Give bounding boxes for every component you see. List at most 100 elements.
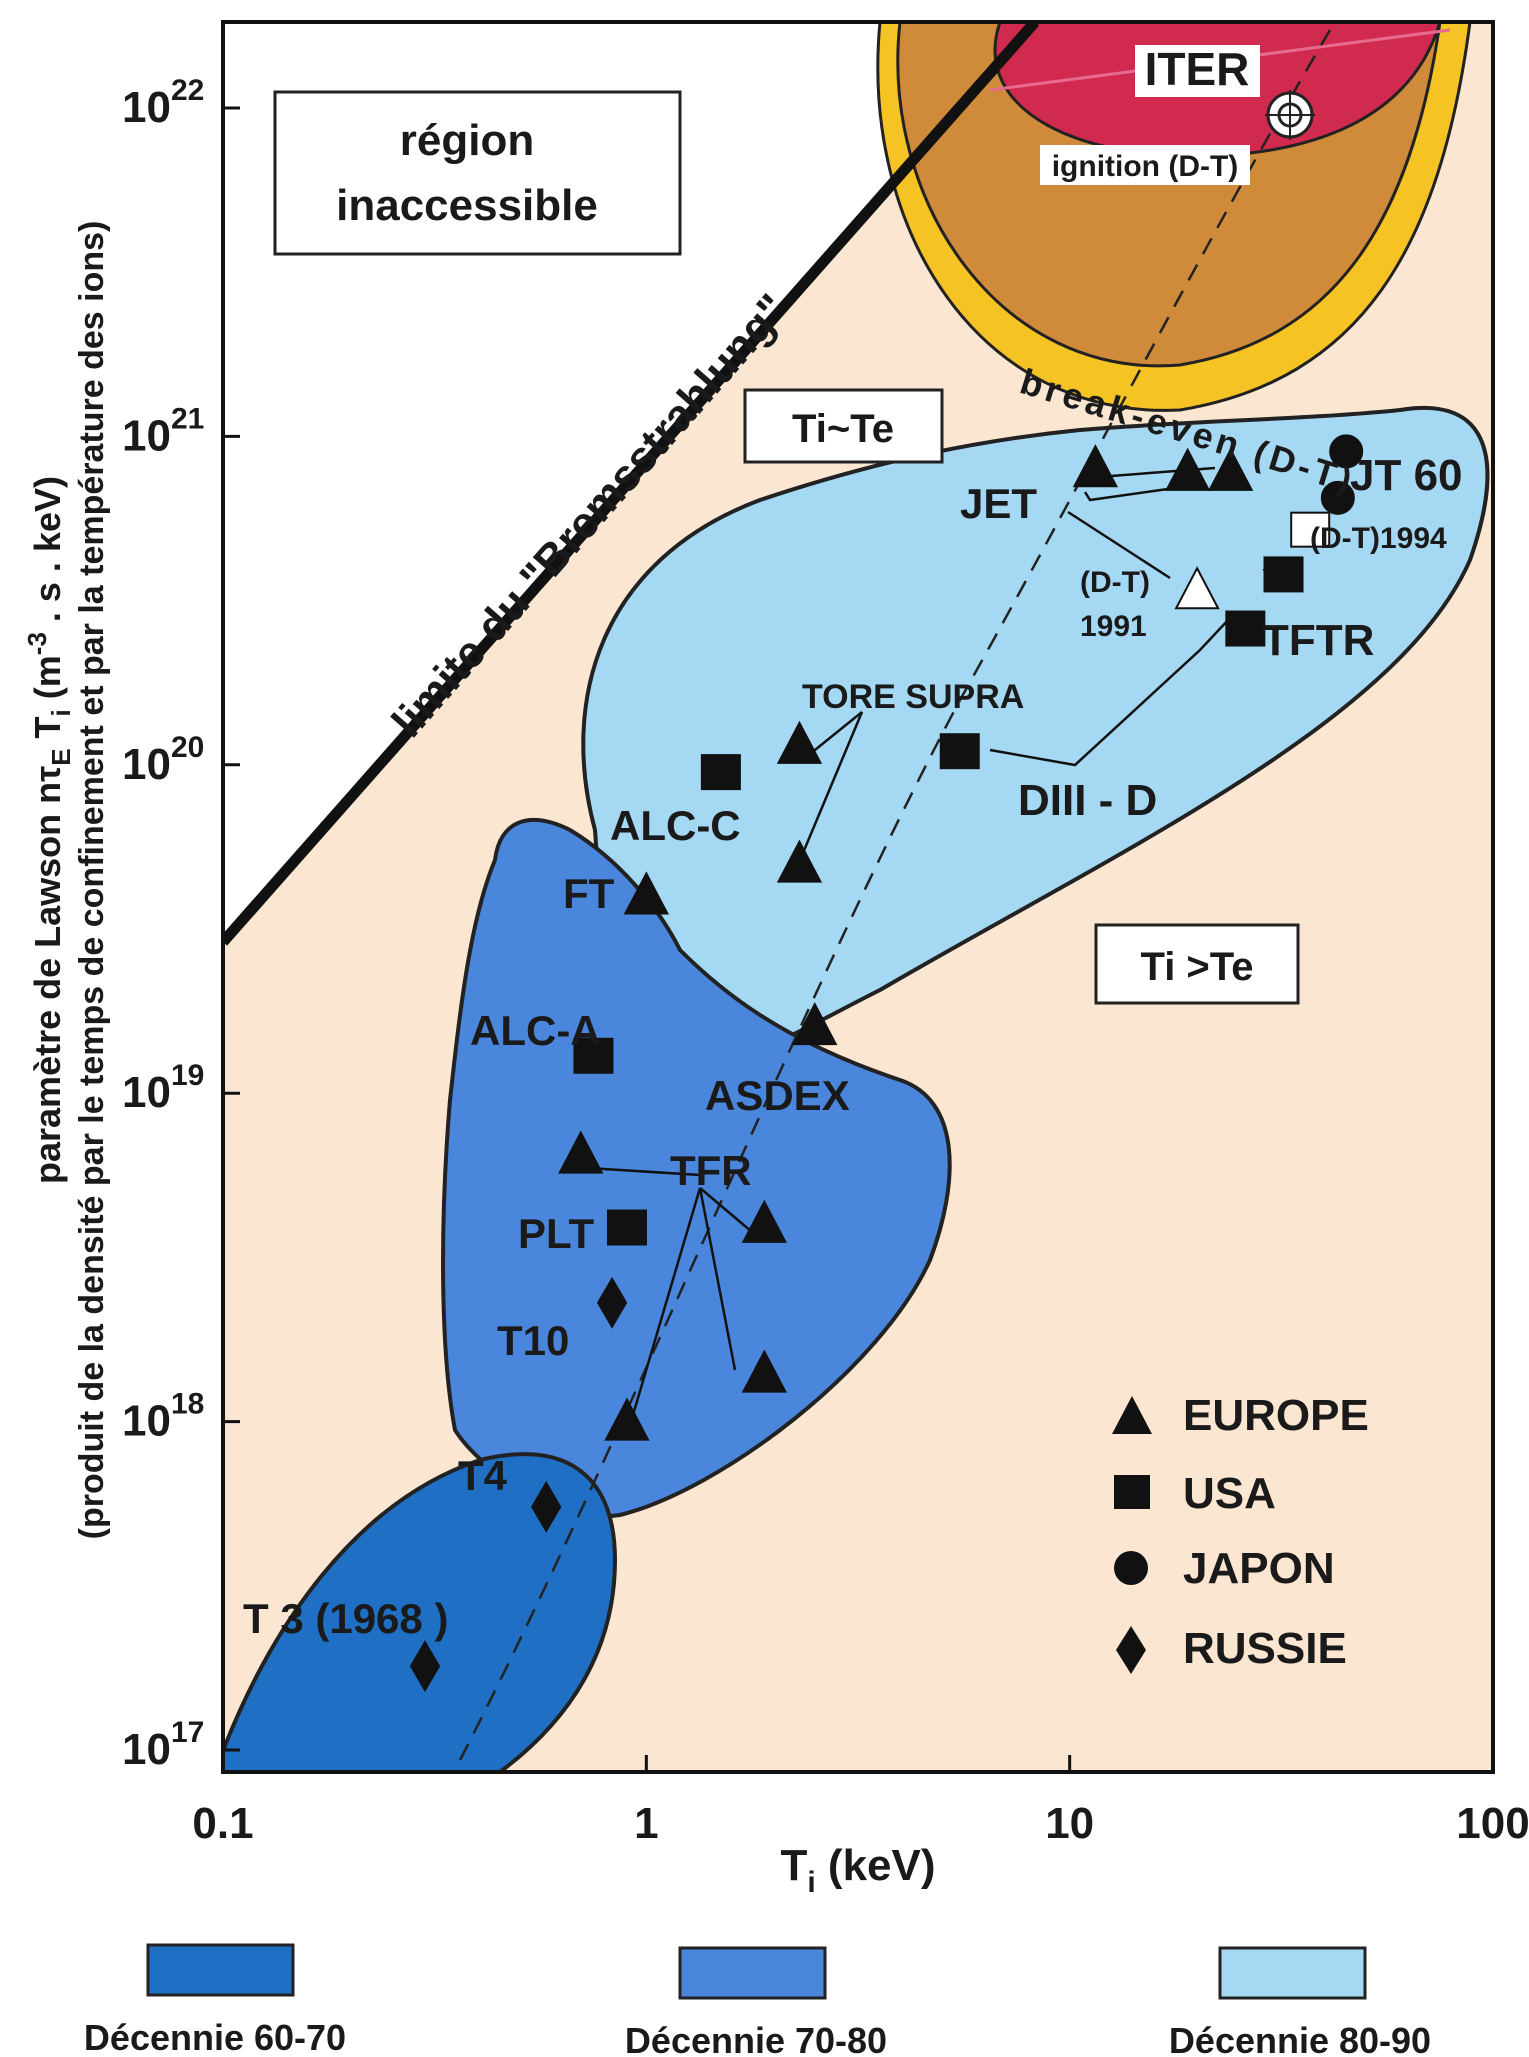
- dt1991-label-a: (D-T): [1080, 566, 1150, 599]
- legend-label-japon: JAPON: [1183, 1544, 1335, 1593]
- jet-label: JET: [960, 480, 1037, 527]
- t3-label: T 3 (1968 ): [243, 1595, 448, 1642]
- x-tick-label: 100: [1456, 1799, 1529, 1848]
- ignition-label-box: [1040, 145, 1250, 185]
- tfr-label: TFR: [670, 1147, 752, 1194]
- inaccessible-box: [273, 90, 682, 256]
- x-axis: 0.1 1 10 100: [192, 1755, 1529, 1848]
- x-axis-label: Ti (keV): [780, 1841, 935, 1899]
- region-decade-70-80: [441, 818, 952, 1519]
- europe-triangle-marker: [1174, 566, 1220, 610]
- inaccessible-text-1: région: [400, 116, 534, 165]
- y-tick-label: 1022: [122, 74, 204, 132]
- ti-te-boundary: [458, 29, 1332, 1761]
- ft-label: FT: [563, 870, 615, 917]
- iter-target-icon: [1265, 90, 1315, 140]
- iter-label: ITER: [1145, 43, 1250, 95]
- x-axis-label-main: T: [780, 1841, 807, 1890]
- usa-square-marker: [606, 1209, 647, 1246]
- usa-square-marker: [1290, 511, 1331, 548]
- tftr-label: TFTR: [1262, 616, 1374, 665]
- legend-circle-icon: [1114, 1551, 1148, 1585]
- europe-triangle-marker: [1072, 444, 1119, 488]
- ti-gt-te-box: [1094, 923, 1300, 1005]
- legend-triangle-icon: [1112, 1396, 1152, 1434]
- y-label-post: (m: [27, 655, 68, 709]
- europe-triangle-marker: [1207, 447, 1254, 491]
- usa-square-marker: [700, 754, 741, 791]
- inaccessible-text-2: inaccessible: [336, 181, 598, 230]
- y-axis-label-2: (produit de la densité par le temps de c…: [73, 221, 111, 1540]
- legend-square-icon: [1114, 1475, 1150, 1509]
- decade-80-90-swatch: [1218, 1946, 1367, 2000]
- europe-triangle-marker: [741, 1199, 787, 1243]
- legend-label-europe: EUROPE: [1183, 1391, 1369, 1440]
- plt-label: PLT: [518, 1210, 595, 1257]
- decade-legend: Décennie 60-70 Décennie 70-80 Décennie 8…: [84, 1943, 1431, 2057]
- y-tick-label: 1017: [122, 1716, 204, 1774]
- y-label-pre: paramètre de Lawson nτ: [27, 766, 68, 1184]
- japon-circle-marker: [1320, 480, 1355, 515]
- data-points: [409, 434, 1364, 1693]
- ti-te-eq-box: [743, 388, 944, 464]
- jt60-label: JT 60: [1350, 451, 1463, 500]
- dt1994-label: (D-T)1994: [1310, 522, 1447, 555]
- bremsstrahlung-line: [223, 22, 1040, 946]
- usa-square-marker: [573, 1037, 614, 1074]
- y-label-sub-i: i: [46, 709, 76, 716]
- dt1991-label-b: 1991: [1080, 610, 1147, 643]
- alcc-label: ALC-C: [610, 802, 741, 849]
- x-tick-label: 1: [634, 1799, 658, 1848]
- legend-diamond-icon: [1116, 1626, 1146, 1674]
- asdex-label: ASDEX: [705, 1072, 850, 1119]
- decade-70-80-label: Décennie 70-80: [625, 2020, 887, 2057]
- europe-triangle-marker: [792, 1002, 838, 1046]
- y-tick-label: 1020: [122, 731, 204, 789]
- x-axis-label-sub: i: [807, 1866, 815, 1899]
- t10-label: T10: [497, 1317, 569, 1364]
- decade-60-70-label: Décennie 60-70: [84, 2017, 346, 2057]
- ti-te-eq-label: Ti~Te: [792, 407, 894, 451]
- toresupra-label: TORE SUPRA: [802, 678, 1024, 716]
- ti-gt-te-label: Ti >Te: [1140, 945, 1253, 989]
- y-label-sub-e: E: [46, 748, 76, 765]
- europe-triangle-marker: [604, 1397, 650, 1441]
- y-tick-label: 1019: [122, 1059, 204, 1117]
- usa-square-marker: [939, 733, 980, 770]
- decade-70-80-swatch: [678, 1946, 827, 2000]
- y-label-sup: -3: [22, 632, 52, 655]
- diiid-label: DIII - D: [1018, 776, 1157, 825]
- legend: EUROPE USA JAPON RUSSIE: [1112, 1391, 1369, 1674]
- europe-triangle-marker: [741, 1349, 787, 1393]
- usa-square-marker: [1225, 610, 1266, 647]
- legend-label-usa: USA: [1183, 1469, 1276, 1518]
- japon-circle-marker: [1329, 434, 1364, 469]
- decade-80-90-label: Décennie 80-90: [1169, 2020, 1431, 2057]
- region-decade-60-70: [223, 1452, 618, 1772]
- t4-label: T4: [458, 1452, 508, 1499]
- russie-diamond-marker: [409, 1640, 441, 1693]
- iter-label-box: [1135, 45, 1260, 97]
- y-tick-label: 1018: [122, 1388, 204, 1446]
- x-tick-label: 10: [1045, 1799, 1094, 1848]
- y-axis-label-1: paramètre de Lawson nτE Ti (m-3 . s . ke…: [22, 476, 76, 1184]
- y-label-end: . s . keV): [27, 476, 68, 632]
- europe-triangle-marker: [623, 871, 669, 915]
- europe-triangle-marker: [1165, 447, 1211, 491]
- y-axis: 1017 1018 1019 1020 1021 1022: [122, 74, 240, 1774]
- x-tick-label: 0.1: [192, 1799, 253, 1848]
- europe-triangle-marker: [776, 839, 823, 883]
- russie-diamond-marker: [531, 1480, 562, 1533]
- y-tick-label: 1021: [122, 402, 204, 460]
- x-axis-label-unit: (keV): [816, 1841, 936, 1890]
- alca-label: ALC-A: [470, 1007, 601, 1054]
- europe-triangle-marker: [558, 1130, 604, 1174]
- plot-frame: [221, 20, 1495, 1774]
- europe-triangle-marker: [776, 720, 823, 764]
- y-label-mid: T: [27, 716, 68, 748]
- usa-square-marker: [1263, 556, 1304, 593]
- ignition-label: ignition (D-T): [1052, 150, 1239, 183]
- legend-label-russie: RUSSIE: [1183, 1624, 1347, 1673]
- decade-60-70-swatch: [146, 1943, 295, 1997]
